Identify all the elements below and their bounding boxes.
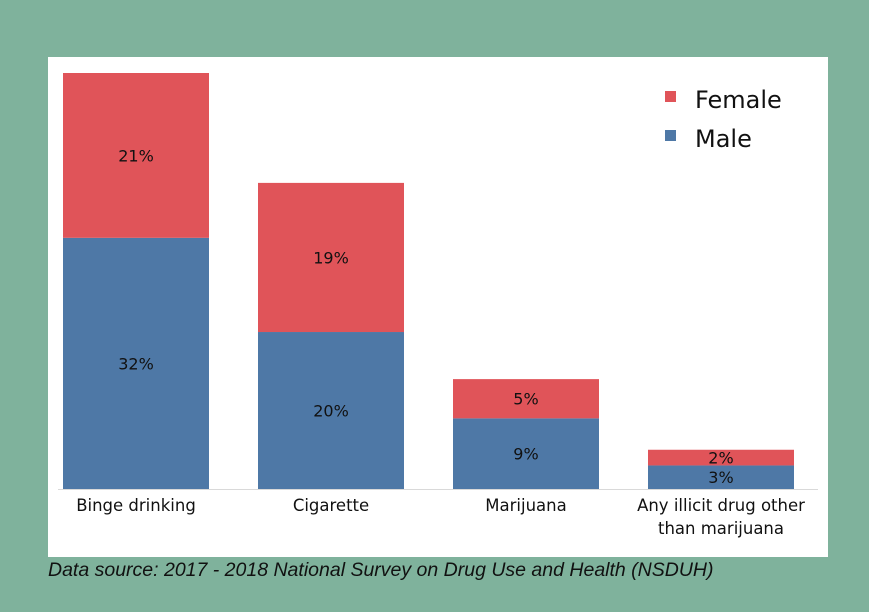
bar-male-cigarette bbox=[258, 332, 404, 489]
chart-panel: 32% 21% Binge drinking 20% 19% Cigarette 9% 5% M… bbox=[48, 57, 828, 557]
bar-female-marijuana bbox=[453, 379, 599, 419]
data-source-note: Data source: 2017 - 2018 National Survey… bbox=[48, 559, 714, 581]
data-label-male-3: 3% bbox=[708, 468, 733, 487]
bar-female-cigarette bbox=[258, 182, 404, 333]
data-label-male-1: 20% bbox=[313, 402, 349, 421]
x-tick-label-3-1: than marijuana bbox=[658, 519, 784, 538]
x-tick-label-0-0: Binge drinking bbox=[76, 496, 196, 515]
bar-female-any-illicit-drug-other-than-marijuana bbox=[648, 449, 794, 466]
data-label-female-2: 5% bbox=[513, 390, 538, 409]
stacked-bar-chart: 32% 21% Binge drinking 20% 19% Cigarette 9% 5% M… bbox=[58, 73, 818, 538]
x-tick-label-3-0: Any illicit drug other bbox=[637, 496, 805, 515]
data-label-male-2: 9% bbox=[513, 445, 538, 464]
x-tick-label-1-0: Cigarette bbox=[293, 496, 369, 515]
data-label-female-0: 21% bbox=[118, 146, 154, 165]
legend-swatch-female bbox=[665, 91, 676, 102]
data-label-female-1: 19% bbox=[313, 248, 349, 267]
x-tick-label-2-0: Marijuana bbox=[485, 496, 566, 515]
legend-swatch-male bbox=[665, 130, 676, 141]
legend-label-female: Female bbox=[695, 86, 782, 114]
data-label-male-0: 32% bbox=[118, 354, 154, 373]
bar-male-marijuana bbox=[453, 418, 599, 489]
bar-male-any-illicit-drug-other-than-marijuana bbox=[648, 465, 794, 489]
bar-female-binge-drinking bbox=[63, 73, 209, 238]
legend-label-male: Male bbox=[695, 125, 752, 153]
bar-male-binge-drinking bbox=[63, 237, 209, 489]
data-label-female-3: 2% bbox=[708, 449, 733, 468]
